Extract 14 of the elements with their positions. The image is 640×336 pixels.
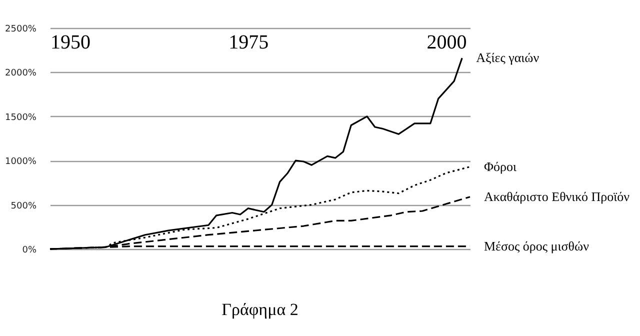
y-tick-label: 1500% [5, 112, 37, 123]
y-tick-label: 2000% [5, 68, 37, 79]
y-tick-label: 0% [22, 246, 37, 256]
x-tick-label: 2000 [426, 32, 467, 54]
series-label: Μέσος όρος μισθών [484, 238, 590, 254]
y-tick-label: 2500% [5, 24, 37, 34]
series-label: Αξίες γαιών [476, 50, 540, 66]
y-tick-label: 1000% [5, 157, 37, 168]
series-label: Ακαθάριστο Εθνικό Προϊόν [484, 188, 630, 204]
text: Γράφημα 2 [222, 300, 298, 319]
y-tick-label: 500% [10, 201, 37, 212]
series-label: Φόροι [484, 158, 517, 174]
x-tick-label: 1950 [50, 32, 90, 54]
x-tick-label: 1975 [228, 32, 269, 54]
